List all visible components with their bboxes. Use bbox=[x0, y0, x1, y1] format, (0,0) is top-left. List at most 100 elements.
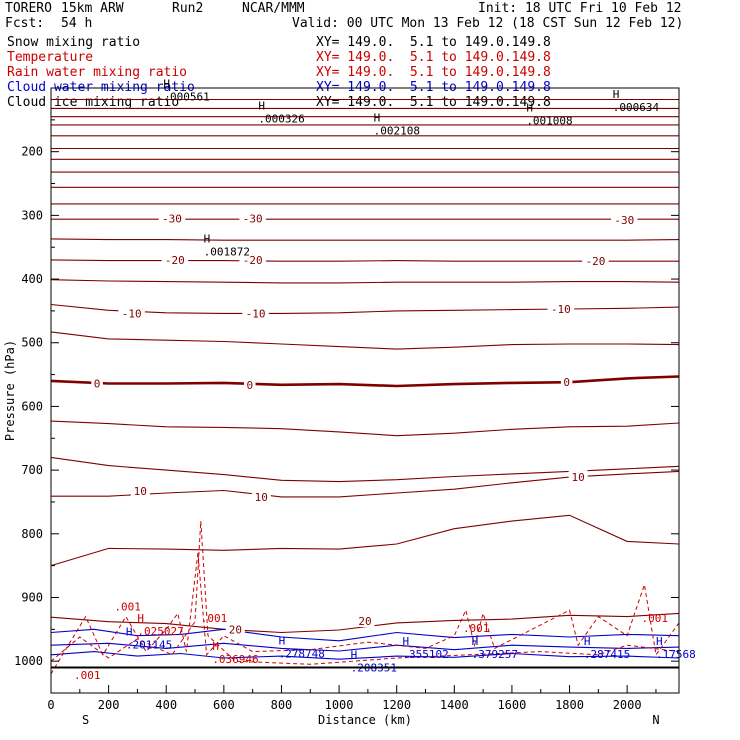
y-tick-label: 500 bbox=[21, 336, 43, 350]
label-knockout bbox=[239, 252, 266, 266]
isotherm-line bbox=[50, 238, 680, 241]
isotherm-line bbox=[50, 303, 680, 314]
maximum-marker: H bbox=[351, 649, 358, 662]
legend-rain: Rain water mixing ratio bbox=[7, 65, 188, 80]
isotherm-label: -10 bbox=[122, 307, 142, 320]
isotherm-label: 10 bbox=[134, 485, 147, 498]
maximum-value-label: .355102 bbox=[402, 648, 448, 661]
maximum-value-label: .001 bbox=[114, 600, 141, 613]
isotherm-label: -30 bbox=[614, 214, 634, 227]
maximum-marker: H bbox=[212, 640, 219, 653]
maximum-value-label: .000326 bbox=[258, 113, 304, 126]
legend-temperature: Temperature bbox=[7, 50, 94, 65]
y-tick-label: 300 bbox=[21, 208, 43, 222]
label-knockout bbox=[355, 614, 375, 628]
init-time: Init: 18 UTC Fri 10 Feb 12 bbox=[478, 1, 682, 16]
label-knockout bbox=[244, 377, 256, 391]
maximum-marker: H bbox=[204, 233, 211, 246]
maximum-value-label: .025027 bbox=[137, 625, 183, 638]
plot-frame bbox=[50, 87, 680, 694]
maximum-marker: H bbox=[126, 626, 133, 639]
isotherm-line bbox=[50, 279, 680, 284]
maximum-value-label: .001 bbox=[201, 612, 228, 625]
maximum-marker: H bbox=[656, 635, 663, 648]
run-id: Run2 bbox=[172, 1, 204, 16]
cloud-water-contour bbox=[50, 651, 680, 660]
maximum-marker: H bbox=[613, 88, 620, 101]
label-knockout bbox=[118, 306, 145, 320]
isotherm-label: 0 bbox=[246, 379, 253, 392]
isotherm-label: -20 bbox=[586, 255, 606, 268]
maximum-marker: H bbox=[258, 100, 265, 113]
y-tick-label: 400 bbox=[21, 272, 43, 286]
model-name: TORERO bbox=[5, 1, 52, 16]
y-tick-label: 700 bbox=[21, 463, 43, 477]
isotherm-line bbox=[50, 331, 680, 350]
x-tick-label: 2000 bbox=[613, 698, 642, 712]
maximum-marker: H bbox=[472, 635, 479, 648]
maximum-marker: H bbox=[137, 612, 144, 625]
y-tick-label: 200 bbox=[21, 145, 43, 159]
maximum-value-label: .287415 bbox=[584, 648, 630, 661]
maximum-marker: H bbox=[163, 77, 170, 90]
x-tick-label: 1600 bbox=[497, 698, 526, 712]
y-tick-label: 900 bbox=[21, 590, 43, 604]
maximum-value-label: .001 bbox=[463, 622, 490, 635]
maximum-value-label: .000561 bbox=[163, 90, 209, 103]
isotherm-label: 10 bbox=[255, 491, 268, 504]
endpoint-north: N bbox=[652, 713, 659, 727]
isotherm-label: -20 bbox=[165, 254, 185, 267]
y-tick-label: 800 bbox=[21, 527, 43, 541]
label-knockout bbox=[568, 470, 588, 484]
isotherm-label: 20 bbox=[358, 615, 371, 628]
isotherm-label: -30 bbox=[162, 213, 182, 226]
isotherm-line bbox=[50, 514, 680, 567]
xy-temperature: XY= 149.0. 5.1 to 149.0.149.8 bbox=[316, 50, 551, 65]
label-knockout bbox=[239, 211, 266, 225]
isotherm-label: 0 bbox=[563, 376, 570, 389]
y-tick-label: 1000 bbox=[14, 654, 43, 668]
label-knockout bbox=[251, 489, 271, 503]
legend-snow: Snow mixing ratio bbox=[7, 35, 141, 50]
isotherm-label: -10 bbox=[551, 303, 571, 316]
endpoint-south: S bbox=[82, 713, 89, 727]
forecast-label: Fcst: bbox=[5, 16, 45, 31]
isotherm-label: -30 bbox=[243, 213, 263, 226]
label-knockout bbox=[91, 376, 103, 390]
x-tick-label: 600 bbox=[213, 698, 235, 712]
organization: NCAR/MMM bbox=[242, 1, 305, 16]
maximum-value-label: .001 bbox=[74, 669, 101, 682]
xy-snow: XY= 149.0. 5.1 to 149.0.149.8 bbox=[316, 35, 551, 50]
maximum-value-label: .000634 bbox=[613, 101, 660, 114]
maximum-value-label: .17568 bbox=[656, 648, 696, 661]
xy-rain: XY= 149.0. 5.1 to 149.0.149.8 bbox=[316, 65, 551, 80]
maximum-value-label: .201145 bbox=[126, 639, 172, 652]
rain-contour bbox=[50, 521, 680, 665]
label-knockout bbox=[130, 484, 150, 498]
maximum-value-label: .001872 bbox=[204, 246, 250, 259]
isotherm-label: 10 bbox=[572, 471, 585, 484]
isotherm-label: -10 bbox=[246, 307, 266, 320]
maximum-marker: H bbox=[584, 635, 591, 648]
maximum-marker: H bbox=[279, 635, 286, 648]
maximum-marker: H bbox=[374, 112, 381, 125]
label-knockout bbox=[242, 306, 269, 320]
label-knockout bbox=[547, 301, 575, 315]
x-tick-label: 0 bbox=[47, 698, 54, 712]
isotherm-label: 0 bbox=[94, 377, 101, 390]
x-tick-label: 1200 bbox=[382, 698, 411, 712]
x-tick-label: 800 bbox=[271, 698, 293, 712]
maximum-value-label: .379257 bbox=[472, 648, 518, 661]
x-axis-title: Distance (km) bbox=[318, 713, 412, 727]
isotherm-label: -20 bbox=[243, 254, 263, 267]
isotherm-line bbox=[50, 420, 680, 437]
isotherm-label: 20 bbox=[229, 623, 242, 636]
x-tick-label: 1000 bbox=[325, 698, 354, 712]
isotherm-line bbox=[50, 259, 679, 262]
x-tick-label: 400 bbox=[155, 698, 177, 712]
label-knockout bbox=[611, 212, 638, 226]
label-knockout bbox=[225, 622, 245, 636]
